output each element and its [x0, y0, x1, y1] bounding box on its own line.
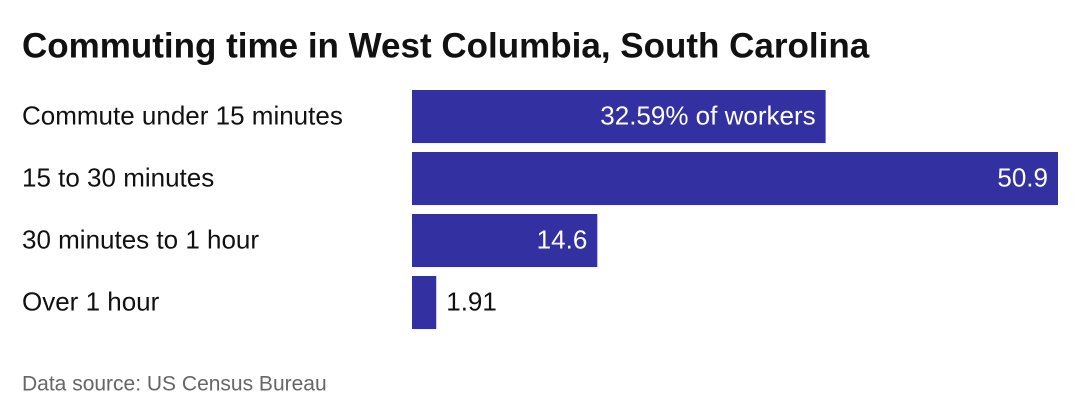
value-label: 32.59% of workers [600, 100, 815, 130]
category-label: 30 minutes to 1 hour [22, 224, 259, 254]
bar [412, 214, 598, 267]
category-label: 15 to 30 minutes [22, 162, 214, 192]
category-label: Over 1 hour [22, 286, 160, 316]
value-label: 14.6 [537, 224, 588, 254]
category-label: Commute under 15 minutes [22, 100, 343, 130]
value-label: 1.91 [446, 286, 497, 316]
chart-title: Commuting time in West Columbia, South C… [22, 26, 870, 65]
bar [412, 152, 1058, 205]
bar [412, 276, 437, 329]
bar [412, 90, 826, 143]
source-note: Data source: US Census Bureau [22, 373, 327, 396]
value-label: 50.9 [997, 162, 1048, 192]
